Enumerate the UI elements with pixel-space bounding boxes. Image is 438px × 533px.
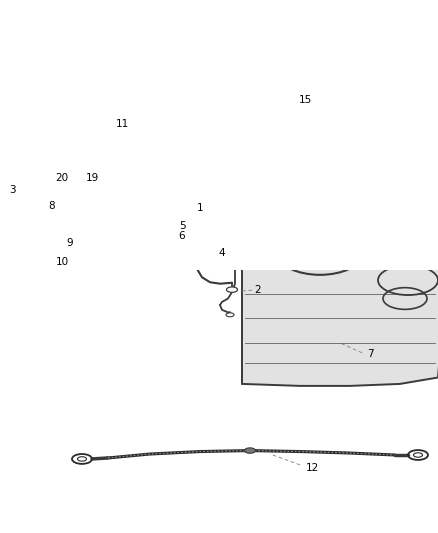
Text: 20: 20 (56, 173, 69, 183)
Text: 19: 19 (85, 173, 99, 183)
Polygon shape (85, 155, 192, 166)
Text: 8: 8 (49, 201, 55, 211)
Bar (272, 161, 298, 195)
Text: 12: 12 (305, 463, 318, 473)
Text: 6: 6 (179, 231, 185, 241)
Text: 1: 1 (197, 203, 203, 213)
Text: 2: 2 (254, 285, 261, 295)
Bar (195, 199, 267, 231)
Text: 10: 10 (56, 257, 69, 268)
Polygon shape (242, 159, 438, 386)
Circle shape (24, 236, 32, 240)
Circle shape (226, 313, 234, 317)
Text: 11: 11 (115, 119, 129, 129)
Bar (85, 166, 177, 201)
Polygon shape (177, 155, 192, 201)
Circle shape (244, 448, 255, 453)
FancyBboxPatch shape (85, 215, 160, 233)
Bar (368, 161, 394, 195)
Circle shape (90, 238, 99, 243)
Bar (338, 161, 364, 195)
Text: 15: 15 (298, 95, 311, 105)
Text: 3: 3 (9, 185, 15, 195)
Polygon shape (195, 192, 277, 199)
Bar (305, 161, 331, 195)
Text: 9: 9 (67, 238, 73, 248)
Polygon shape (85, 209, 170, 215)
Text: 4: 4 (219, 248, 225, 257)
Text: 5: 5 (179, 221, 185, 231)
Circle shape (226, 287, 237, 292)
Text: 7: 7 (367, 349, 373, 359)
Circle shape (24, 204, 32, 208)
